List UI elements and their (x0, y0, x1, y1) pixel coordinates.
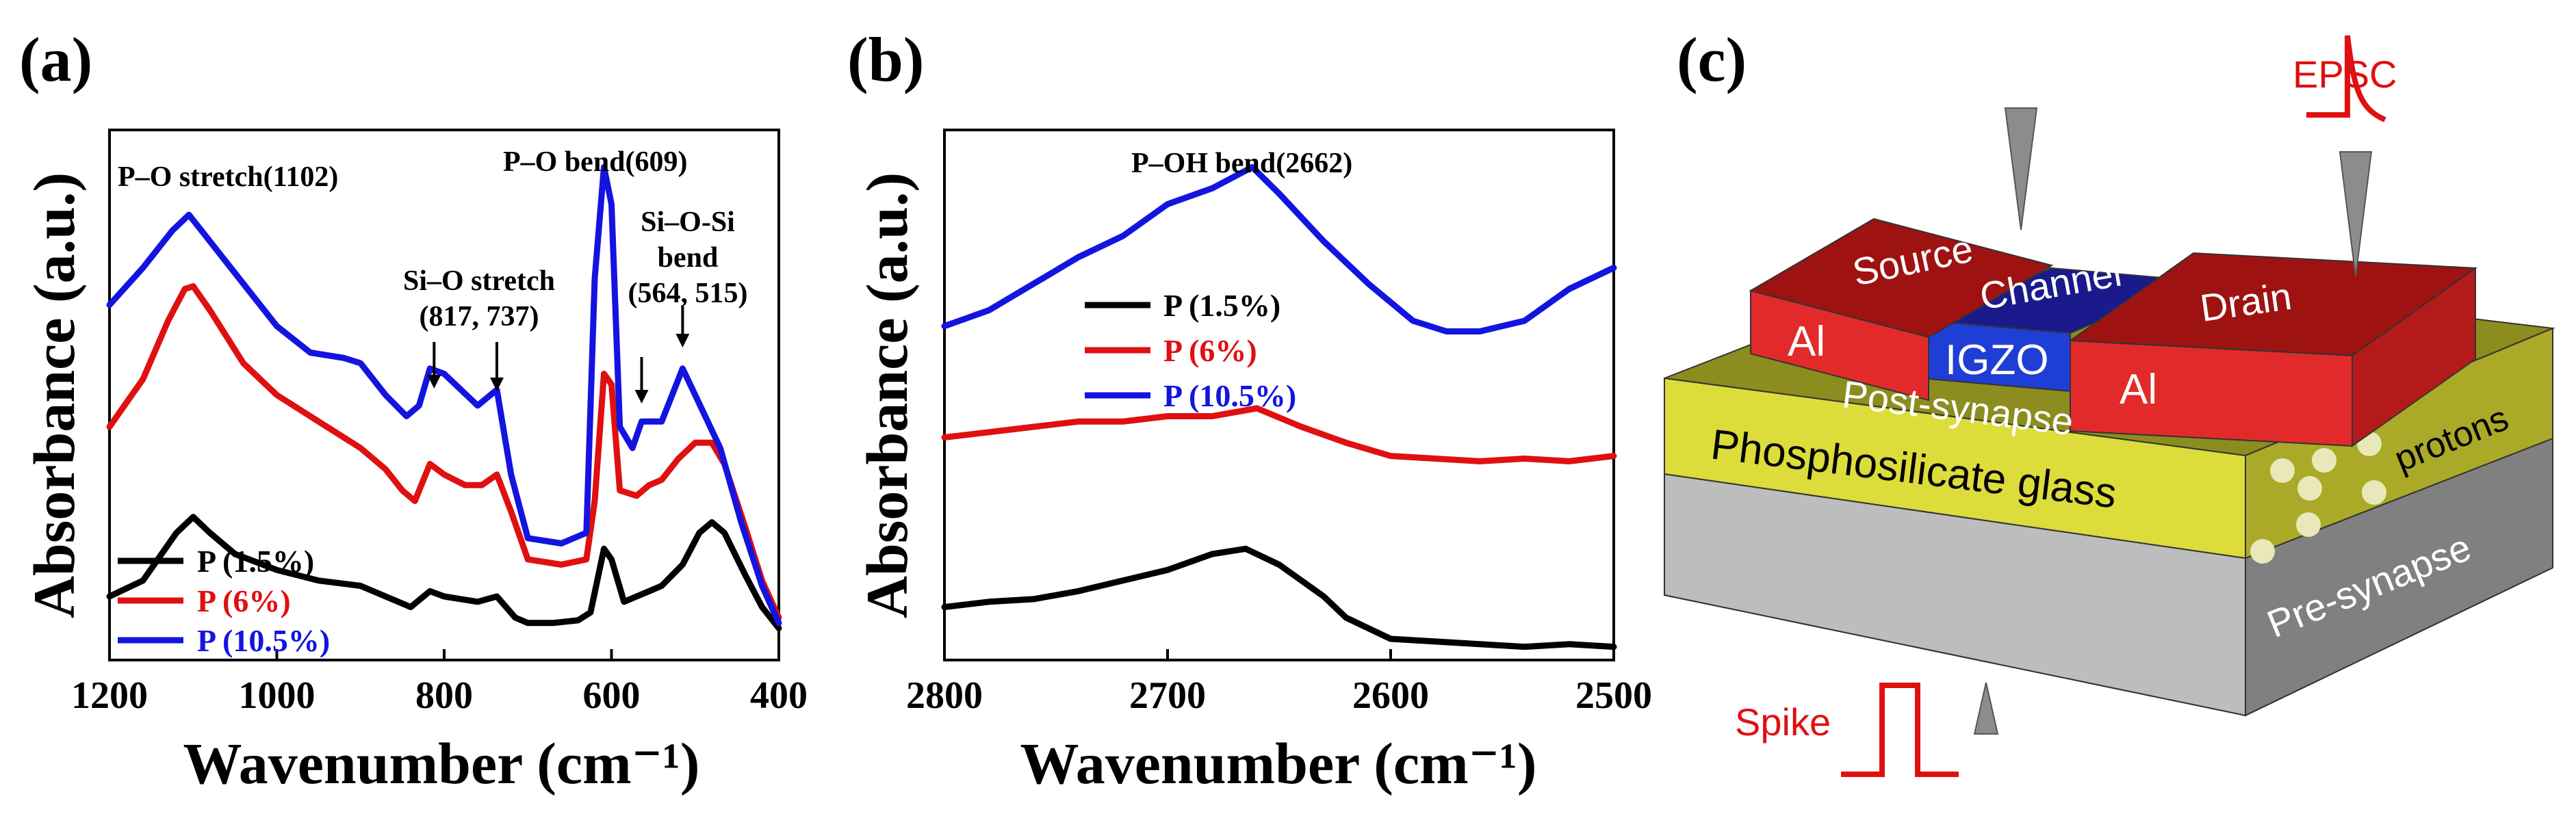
annotation-p-o-stretch: P–O stretch(1102) (118, 161, 338, 193)
source-probe-tip (2004, 107, 2038, 231)
x-tick-label: 1200 (71, 674, 148, 717)
al-right-label: Al (2120, 366, 2157, 413)
proton-dot (2250, 539, 2275, 564)
x-tick-label: 400 (750, 674, 808, 717)
gate-probe-tip (1973, 682, 1999, 735)
panel-b-legend: P (1.5%) P (6%) P (10.5%) (1085, 288, 1296, 413)
panel-a-arrows (427, 306, 690, 404)
legend-label-p-1-5: P (1.5%) (1163, 288, 1280, 323)
x-tick-label: 2500 (1575, 674, 1652, 717)
spike-waveform (1841, 683, 1959, 777)
legend-label-p-1-5: P (1.5%) (197, 544, 314, 579)
al-left-label: Al (1788, 318, 1825, 365)
legend-label-p-6: P (6%) (1163, 333, 1257, 368)
epsc-waveform (2306, 35, 2386, 122)
panel-b-series (941, 163, 1617, 650)
igzo-label: IGZO (1945, 337, 2049, 384)
x-tick-label: 1000 (239, 674, 315, 717)
panel-c-device-diagram: (c) EPSC (1664, 25, 2555, 777)
x-tick-label: 2600 (1352, 674, 1429, 717)
x-tick-label: 800 (415, 674, 473, 717)
x-tick-label: 600 (583, 674, 641, 717)
x-tick-label: 2800 (906, 674, 983, 717)
source-electrode-front (1750, 289, 1929, 402)
panel-a-chart: (a) 1200 1000 800 600 400 Wavenumber (cm⁻¹) … (19, 25, 808, 796)
panel-c-letter: (c) (1677, 25, 1747, 94)
drain-electrode-side (2352, 267, 2476, 447)
panel-b-letter: (b) (847, 25, 924, 94)
annotation-si-o-si: Si–O-Si (641, 207, 735, 238)
proton-dot (2312, 448, 2336, 473)
drain-probe-tip (2339, 151, 2373, 278)
panel-b-chart: (b) 2800 2700 2600 2500 Wavenumber (cm⁻¹) A… (847, 25, 1652, 796)
x-tick-label: 2700 (1129, 674, 1206, 717)
peak-arrow-head (675, 334, 690, 347)
annotation-si-o-si-values: (564, 515) (628, 278, 748, 309)
panel-a-legend: P (1.5%) P (6%) P (10.5%) (118, 544, 330, 658)
panel-a-x-ticks: 1200 1000 800 600 400 (71, 649, 808, 717)
panel-b-plot-frame (943, 129, 1615, 661)
annotation-bend: bend (658, 242, 719, 274)
proton-dot (2270, 458, 2295, 483)
series-line-p-1-5 (941, 545, 1617, 650)
proton-dot (2297, 476, 2322, 501)
series-line-p-6 (106, 283, 782, 621)
series-line-p-6 (941, 405, 1617, 464)
annotation-si-o-stretch: Si–O stretch (403, 265, 555, 297)
peak-arrow-head (427, 375, 441, 389)
panel-a-x-axis-title: Wavenumber (cm⁻¹) (183, 731, 699, 796)
panel-a-letter: (a) (19, 25, 92, 94)
peak-arrow-head (634, 390, 649, 404)
legend-label-p-6: P (6%) (197, 583, 291, 618)
drain-electrode-front (2070, 339, 2353, 447)
legend-label-p-10-5: P (10.5%) (197, 623, 330, 658)
legend-label-p-10-5: P (10.5%) (1163, 378, 1296, 413)
peak-arrow-head (490, 378, 504, 391)
panel-b-x-axis-title: Wavenumber (cm⁻¹) (1020, 731, 1536, 796)
series-line-p-10-5 (941, 163, 1617, 334)
spike-label: Spike (1735, 700, 1831, 743)
annotation-p-oh-bend: P–OH bend(2662) (1131, 148, 1352, 179)
panel-b-y-axis-title: Absorbance (a.u.) (854, 172, 920, 618)
panel-a-y-axis-title: Absorbance (a.u.) (21, 172, 87, 618)
annotation-si-o-stretch-values: (817, 737) (420, 301, 539, 332)
series-line-p-1-5 (106, 514, 782, 631)
annotation-p-o-bend: P–O bend(609) (503, 146, 688, 178)
proton-dot (2362, 480, 2386, 505)
proton-dot (2296, 512, 2321, 537)
panel-b-x-ticks: 2800 2700 2600 2500 (906, 649, 1652, 717)
